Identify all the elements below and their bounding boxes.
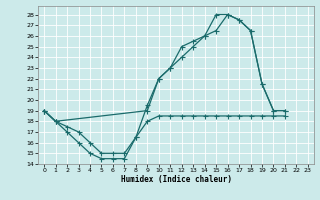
X-axis label: Humidex (Indice chaleur): Humidex (Indice chaleur) (121, 175, 231, 184)
